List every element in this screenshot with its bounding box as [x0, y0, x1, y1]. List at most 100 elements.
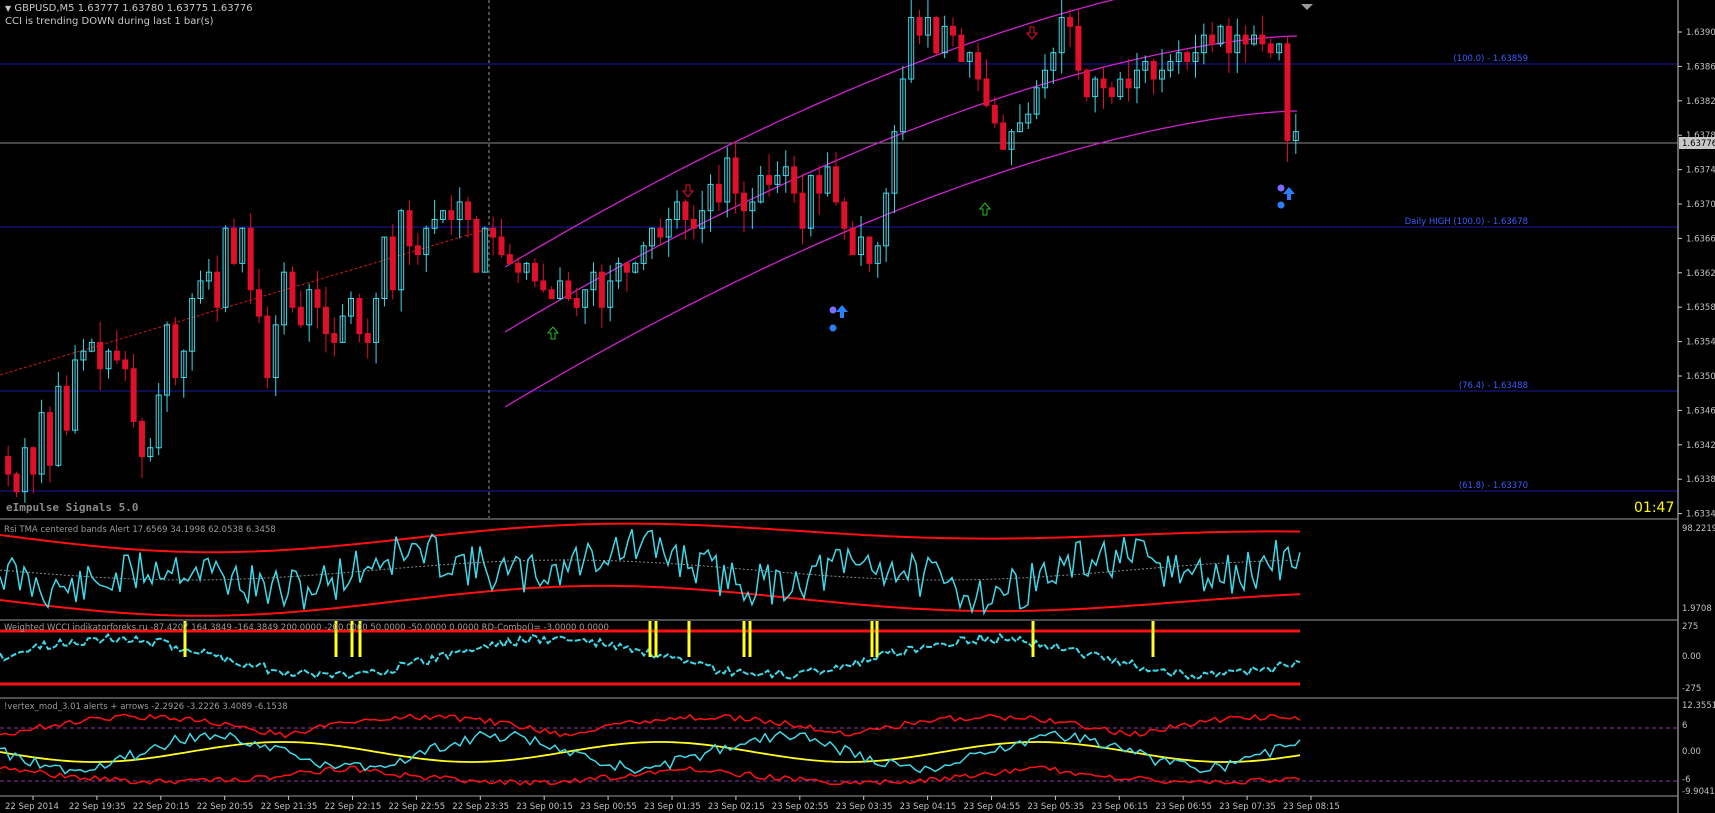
- candle-body: [1058, 17, 1065, 54]
- time-tick-label: 22 Sep 20:55: [197, 802, 254, 812]
- signal-dot: [829, 306, 837, 314]
- time-tick-label: 22 Sep 21:35: [261, 802, 318, 812]
- vertex-label: !vertex_mod_3.01 alerts + arrows -2.2926…: [4, 702, 288, 712]
- down-arrow-icon: [1025, 26, 1039, 40]
- candle-body: [1175, 52, 1182, 62]
- candle-body: [247, 227, 254, 291]
- price-tick-label: 1.63385: [1686, 475, 1715, 485]
- cci-subwindow: [0, 621, 1301, 686]
- candle-body: [699, 210, 706, 229]
- candle-body: [1108, 87, 1115, 98]
- candle-body: [180, 350, 187, 379]
- candle-body: [707, 183, 714, 212]
- candle-body: [908, 17, 915, 80]
- candle-body: [423, 227, 430, 256]
- fib-61-label: (61.8) - 1.63370: [1458, 481, 1528, 491]
- candle-body: [1041, 69, 1048, 89]
- channel-lower: [504, 110, 1298, 408]
- candle-body: [205, 271, 212, 282]
- time-tick-label: 23 Sep 04:15: [900, 802, 957, 812]
- candle-body: [816, 175, 823, 194]
- time-tick-label: 23 Sep 04:55: [964, 802, 1021, 812]
- candle-body: [155, 394, 162, 449]
- price-tick-label: 1.63665: [1686, 234, 1715, 244]
- symbol-header[interactable]: ▼ GBPUSD,M5 1.63777 1.63780 1.63775 1.63…: [5, 3, 253, 14]
- candle-body: [924, 17, 931, 36]
- candle-body: [439, 210, 446, 220]
- candle-body: [640, 245, 647, 264]
- candle-body: [623, 262, 630, 273]
- candle-body: [899, 78, 906, 133]
- vertex-scale-bottom: -9.9041: [1682, 787, 1715, 797]
- candle-body: [30, 447, 37, 475]
- signal-dot: [829, 324, 837, 332]
- rsi-subwindow: [0, 522, 1301, 617]
- rsi-label: Rsi TMA centered bands Alert 17.6569 34.…: [4, 525, 276, 535]
- time-tick-label: 22 Sep 2014: [5, 802, 59, 812]
- candle-body: [515, 262, 522, 273]
- candle-body: [1284, 43, 1291, 141]
- candle-body: [138, 420, 145, 458]
- candle-body: [264, 315, 271, 379]
- candle-body: [1117, 78, 1124, 98]
- price-tick-label: 1.63345: [1686, 510, 1715, 520]
- candle-body: [222, 227, 229, 308]
- candle-body: [1209, 34, 1216, 45]
- candle-body: [281, 271, 288, 326]
- candle-body: [347, 298, 354, 317]
- candle-body: [38, 412, 45, 475]
- price-tick-label: 1.63785: [1686, 131, 1715, 141]
- candle-body: [339, 315, 346, 343]
- time-tick-label: 23 Sep 01:35: [644, 802, 701, 812]
- candle-body: [431, 218, 438, 229]
- candle-body: [172, 324, 179, 379]
- candle-body: [657, 227, 664, 238]
- candle-body: [849, 227, 856, 256]
- candle-body: [21, 447, 28, 493]
- candle-body: [1083, 69, 1090, 98]
- candle-body: [1242, 34, 1249, 45]
- candle-body: [590, 271, 597, 291]
- price-tick-label: 1.63505: [1686, 372, 1715, 382]
- candle-body: [824, 166, 831, 194]
- candle-body: [406, 210, 413, 247]
- candle-body: [724, 157, 731, 203]
- candle-body: [306, 289, 313, 326]
- candle-body: [649, 227, 655, 247]
- candle-body: [991, 104, 998, 124]
- time-tick-label: 23 Sep 00:15: [516, 802, 573, 812]
- time-tick-label: 22 Sep 20:15: [133, 802, 190, 812]
- vertex-scale-6: 6: [1682, 721, 1688, 731]
- vertex-scale-top: 12.3551: [1682, 701, 1715, 711]
- channel-upper: [504, 0, 1115, 268]
- cci-scale-top: 275: [1682, 622, 1699, 632]
- channel-middle: [504, 35, 1298, 333]
- candle-body: [1075, 25, 1082, 71]
- rsi-lower-band: [0, 584, 1301, 617]
- candle-body: [130, 368, 137, 422]
- candle-body: [105, 350, 112, 370]
- current-price-label: 1.63776: [1682, 139, 1715, 149]
- candle-body: [573, 298, 580, 308]
- chart-shift-icon: [1301, 4, 1313, 10]
- time-tick-label: 23 Sep 07:35: [1219, 802, 1276, 812]
- signals: [546, 26, 1295, 340]
- time-tick-label: 22 Sep 22:15: [325, 802, 382, 812]
- candle-body: [548, 289, 555, 300]
- candle-body: [1167, 60, 1174, 71]
- candle-body: [97, 341, 104, 370]
- candle-body: [63, 385, 70, 431]
- rsi-line: [0, 529, 1301, 616]
- candle-body: [1067, 17, 1074, 27]
- candle-body: [523, 262, 530, 273]
- price-tick-label: 1.63465: [1686, 406, 1715, 416]
- dropdown-triangle-icon[interactable]: ▼: [5, 4, 12, 13]
- candle-body: [757, 175, 764, 203]
- candle-body: [147, 447, 154, 458]
- fib-100-label: (100.0) - 1.63859: [1453, 54, 1528, 64]
- price-tick-label: 1.63905: [1686, 28, 1715, 38]
- cci-scale-mid: 0.00: [1682, 652, 1701, 662]
- candle-body: [941, 25, 948, 54]
- current-price-box: [1679, 137, 1715, 149]
- candle-body: [732, 157, 739, 194]
